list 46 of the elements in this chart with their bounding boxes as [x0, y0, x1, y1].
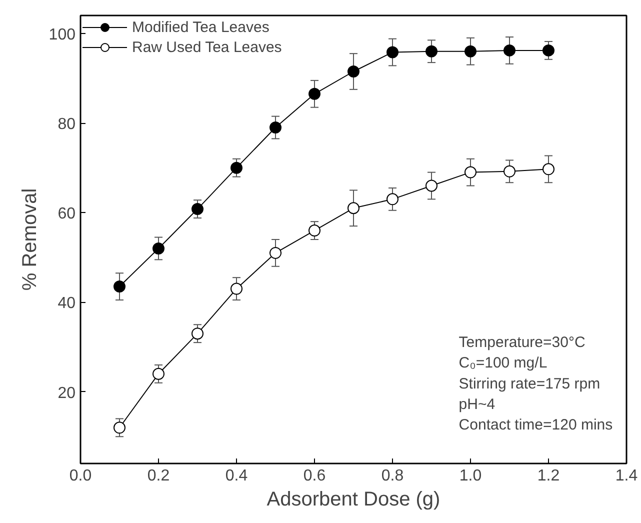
x-tick-label: 0.2: [147, 468, 170, 484]
point: [114, 280, 126, 293]
point: [192, 203, 204, 216]
point: [542, 163, 554, 176]
annotation: Temperature=30°C: [458, 334, 586, 352]
y-axis-title: % Removal: [18, 188, 41, 291]
point: [152, 242, 164, 254]
point: [542, 44, 554, 56]
y-tick-label: 60: [58, 206, 76, 223]
y-tick-label: 80: [58, 116, 76, 134]
point: [308, 224, 320, 237]
x-axis-title: Adsorbent Dose (g): [266, 488, 440, 510]
y-tick-label: 20: [58, 384, 76, 402]
x-tick-label: 1.2: [537, 468, 560, 484]
x-tick-label: 1.0: [459, 468, 482, 484]
x-tick-label: 0.0: [69, 468, 92, 484]
y-tick-label: 100: [48, 26, 76, 44]
point: [386, 46, 398, 58]
x-tick-label: 0.8: [381, 468, 404, 484]
annotation: C₀=100 mg/L: [458, 354, 548, 372]
legend-label: Raw Used Tea Leaves: [132, 38, 282, 56]
point: [270, 246, 282, 259]
point: [464, 45, 476, 58]
point: [348, 202, 360, 214]
point: [386, 193, 398, 206]
point: [504, 165, 516, 178]
point: [308, 88, 320, 100]
legend-label: Modified Tea Leaves: [132, 18, 270, 36]
point: [504, 44, 516, 56]
annotation: Stirring rate=175 rpm: [458, 375, 600, 392]
point: [152, 368, 164, 380]
point: [426, 45, 438, 58]
annotation: Contact time=120 mins: [458, 416, 613, 434]
x-tick-label: 0.6: [303, 468, 326, 484]
x-tick-label: 1.4: [615, 468, 638, 484]
point: [230, 162, 242, 174]
point: [270, 122, 282, 134]
point: [230, 282, 242, 295]
x-tick-label: 0.4: [225, 468, 248, 484]
point: [464, 166, 476, 178]
point: [192, 328, 204, 340]
y-tick-label: 40: [58, 295, 76, 312]
point: [114, 422, 126, 434]
point: [426, 180, 438, 192]
point: [348, 66, 360, 78]
annotation: pH~4: [458, 396, 496, 413]
